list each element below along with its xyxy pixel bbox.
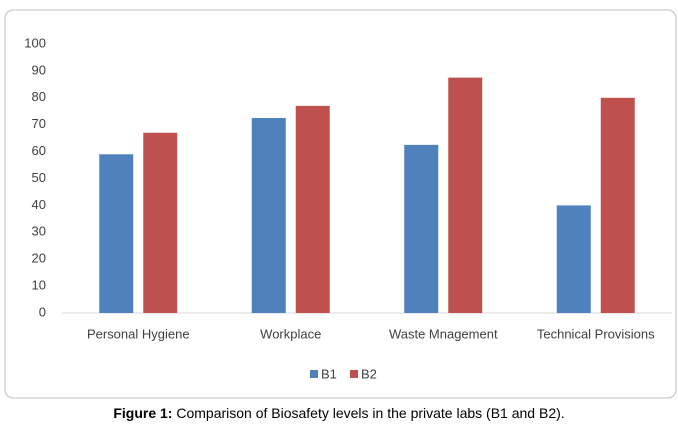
bar bbox=[600, 97, 635, 313]
legend-swatch bbox=[310, 370, 318, 378]
bar bbox=[556, 205, 591, 313]
x-tick-label: Workplace bbox=[260, 326, 321, 341]
x-tick-label: Technical Provisions bbox=[537, 326, 655, 341]
bar bbox=[143, 132, 178, 313]
legend-swatch bbox=[350, 370, 358, 378]
caption-label: Figure 1: bbox=[113, 405, 172, 421]
y-tick-label: 40 bbox=[32, 197, 46, 212]
bar bbox=[251, 117, 286, 313]
caption: Figure 1: Comparison of Biosafety levels… bbox=[113, 405, 564, 421]
y-tick-label: 70 bbox=[32, 116, 46, 131]
y-tick-label: 30 bbox=[32, 224, 46, 239]
legend-label: B2 bbox=[361, 366, 377, 381]
bar bbox=[448, 77, 483, 313]
y-tick-label: 20 bbox=[32, 251, 46, 266]
y-tick-label: 0 bbox=[39, 304, 46, 319]
bar bbox=[404, 144, 439, 313]
x-tick-label: Personal Hygiene bbox=[87, 326, 190, 341]
y-tick-label: 80 bbox=[32, 89, 46, 104]
chart-border bbox=[4, 9, 677, 399]
bar bbox=[99, 154, 134, 313]
y-tick-label: 100 bbox=[24, 35, 46, 50]
y-tick-label: 10 bbox=[32, 278, 46, 293]
bar bbox=[295, 105, 330, 314]
legend-label: B1 bbox=[321, 366, 337, 381]
x-tick-label: Waste Mnagement bbox=[389, 326, 498, 341]
y-tick-label: 50 bbox=[32, 170, 46, 185]
y-tick-label: 60 bbox=[32, 143, 46, 158]
caption-text: Comparison of Biosafety levels in the pr… bbox=[176, 405, 564, 421]
y-tick-label: 90 bbox=[32, 62, 46, 77]
